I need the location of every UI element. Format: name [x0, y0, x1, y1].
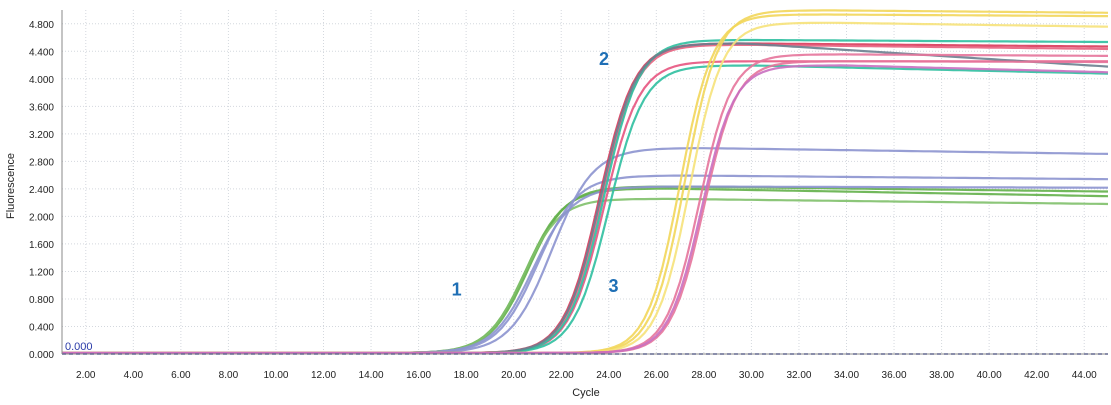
y-tick-label: 1.200	[29, 267, 54, 278]
x-tick-label: 14.00	[359, 370, 384, 381]
x-tick-label: 30.00	[739, 370, 764, 381]
annotation-label: 1	[452, 280, 462, 300]
x-tick-label: 10.00	[263, 370, 288, 381]
x-tick-label: 36.00	[882, 370, 907, 381]
annotation-label: 2	[599, 49, 609, 69]
annotation-label: 3	[609, 276, 619, 296]
y-tick-label: 2.400	[29, 185, 54, 196]
x-tick-label: 38.00	[929, 370, 954, 381]
x-tick-label: 42.00	[1024, 370, 1049, 381]
annotations: 1 2 3	[452, 49, 619, 299]
x-tick-label: 12.00	[311, 370, 336, 381]
x-tick-label: 4.00	[124, 370, 144, 381]
y-axis-title: Fluorescence	[5, 153, 17, 219]
y-tick-label: 0.000	[29, 350, 54, 361]
y-tick-label: 3.200	[29, 130, 54, 141]
x-tick-label: 20.00	[501, 370, 526, 381]
y-tick-label: 4.800	[29, 20, 54, 31]
y-tick-label: 2.800	[29, 157, 54, 168]
y-tick-label: 4.000	[29, 75, 54, 86]
x-tick-label: 24.00	[596, 370, 621, 381]
y-tick-label: 4.400	[29, 47, 54, 58]
y-tick-label: 0.400	[29, 322, 54, 333]
x-tick-label: 28.00	[691, 370, 716, 381]
series-lines	[62, 9, 1109, 355]
x-tick-label: 32.00	[786, 370, 811, 381]
y-tick-label: 2.000	[29, 212, 54, 223]
x-tick-label: 22.00	[549, 370, 574, 381]
y-tick-label: 1.600	[29, 240, 54, 251]
x-axis-title: Cycle	[572, 387, 600, 399]
x-tick-label: 34.00	[834, 370, 859, 381]
x-tick-label: 16.00	[406, 370, 431, 381]
axes	[61, 10, 1108, 355]
tick-labels: 2.00 4.00 6.00 8.00 10.00 12.00 14.00 16.00 18.0…	[29, 20, 1097, 381]
x-tick-label: 40.00	[977, 370, 1002, 381]
x-tick-label: 6.00	[171, 370, 191, 381]
y-tick-label: 0.800	[29, 295, 54, 306]
x-tick-label: 8.00	[219, 370, 239, 381]
x-tick-label: 18.00	[454, 370, 479, 381]
x-tick-label: 26.00	[644, 370, 669, 381]
x-tick-label: 44.00	[1072, 370, 1097, 381]
x-tick-label: 2.00	[76, 370, 96, 381]
threshold-label: 0.000	[65, 341, 93, 353]
y-tick-label: 3.600	[29, 102, 54, 113]
series-line-group-3	[62, 64, 1109, 355]
